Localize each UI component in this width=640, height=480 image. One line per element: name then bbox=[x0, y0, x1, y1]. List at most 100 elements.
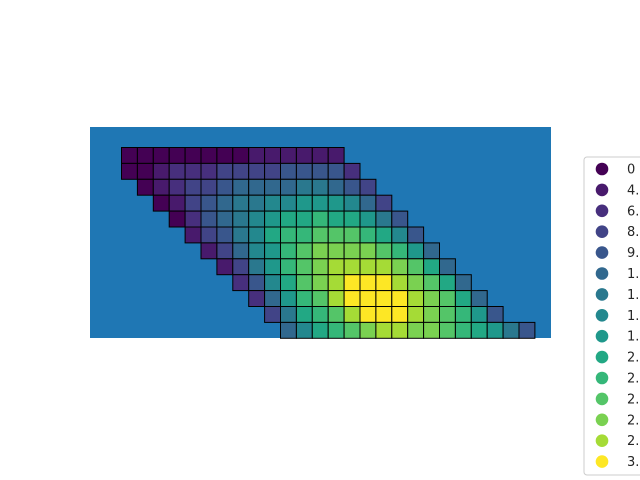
heatmap-cell bbox=[264, 306, 282, 323]
heatmap-cell bbox=[359, 178, 377, 196]
heatmap-cell bbox=[168, 162, 186, 180]
heatmap-cell bbox=[248, 274, 266, 292]
heatmap-cell bbox=[359, 210, 377, 228]
heatmap-cell bbox=[407, 321, 425, 339]
heatmap-cell bbox=[423, 290, 441, 308]
heatmap-cell bbox=[264, 274, 282, 292]
legend-items: 0 4. 6. 8. 9. 1. 1. 1. 1. 2. 2. 2. 2. 2. 3. bbox=[595, 163, 639, 470]
heatmap-cell bbox=[423, 306, 441, 323]
legend-label: 8. bbox=[627, 225, 639, 240]
legend-entry: 0 bbox=[595, 163, 635, 178]
heatmap-cell bbox=[136, 162, 154, 180]
heatmap-cell bbox=[375, 210, 393, 228]
heatmap-cell bbox=[423, 274, 441, 292]
heatmap-cell bbox=[295, 194, 313, 212]
heatmap-cell bbox=[280, 226, 297, 244]
heatmap-cell bbox=[486, 306, 504, 323]
legend-label: 2. bbox=[627, 351, 639, 366]
heatmap-cell bbox=[391, 290, 409, 308]
heatmap-cell bbox=[343, 194, 361, 212]
heatmap-cell bbox=[311, 274, 329, 292]
heatmap-cell bbox=[248, 242, 266, 260]
heatmap-cell bbox=[184, 162, 202, 180]
heatmap-cell bbox=[454, 274, 472, 292]
heatmap-cell bbox=[136, 178, 154, 196]
heatmap-cell bbox=[439, 274, 456, 292]
heatmap-cell bbox=[295, 274, 313, 292]
legend-marker bbox=[595, 455, 609, 468]
heatmap-cell bbox=[311, 306, 329, 323]
heatmap-cell bbox=[200, 178, 218, 196]
heatmap-cell bbox=[280, 178, 297, 196]
legend-label: 9. bbox=[627, 246, 639, 261]
heatmap-cell bbox=[232, 194, 250, 212]
heatmap-cell bbox=[502, 321, 520, 339]
heatmap-cell bbox=[407, 242, 425, 260]
heatmap-cell bbox=[327, 290, 345, 308]
legend-marker bbox=[595, 309, 609, 322]
legend-entry: 9. bbox=[595, 246, 639, 261]
heatmap-cell bbox=[295, 178, 313, 196]
heatmap-cell bbox=[295, 147, 313, 164]
heatmap-cell bbox=[343, 321, 361, 339]
legend-label: 1. bbox=[627, 309, 639, 324]
legend-label: 3. bbox=[627, 455, 639, 470]
heatmap-cell bbox=[280, 274, 297, 292]
heatmap-cell bbox=[359, 321, 377, 339]
heatmap-cell bbox=[232, 226, 250, 244]
legend-marker bbox=[595, 371, 609, 385]
legend-entry: 2. bbox=[595, 413, 639, 428]
heatmap-cell bbox=[200, 147, 218, 164]
heatmap-cell bbox=[168, 194, 186, 212]
legend-entry: 1. bbox=[595, 267, 639, 282]
legend-marker bbox=[595, 183, 609, 197]
heatmap-cell bbox=[232, 147, 250, 164]
heatmap-cell bbox=[280, 242, 297, 260]
legend-entry: 1. bbox=[595, 329, 639, 345]
heatmap-cell bbox=[423, 321, 441, 339]
heatmap-cell bbox=[327, 274, 345, 292]
legend-marker bbox=[595, 288, 609, 301]
heatmap-cell bbox=[200, 162, 218, 180]
heatmap-cell bbox=[407, 226, 425, 244]
heatmap-cell bbox=[439, 290, 456, 308]
heatmap-cell bbox=[407, 274, 425, 292]
heatmap-cell bbox=[168, 210, 186, 228]
heatmap-cell bbox=[391, 226, 409, 244]
heatmap-cell bbox=[311, 162, 329, 180]
heatmap-cell bbox=[375, 226, 393, 244]
heatmap-cell bbox=[184, 226, 202, 244]
heatmap-cell bbox=[295, 242, 313, 260]
heatmap-cell bbox=[311, 226, 329, 244]
heatmap-cell bbox=[216, 162, 234, 180]
legend-label: 1. bbox=[627, 267, 639, 282]
heatmap-cell bbox=[359, 194, 377, 212]
heatmap-cell bbox=[311, 290, 329, 308]
heatmap-cell bbox=[184, 210, 202, 228]
heatmap-cell bbox=[343, 162, 361, 180]
heatmap-cell bbox=[311, 242, 329, 260]
heatmap-cell bbox=[343, 178, 361, 196]
heatmap-cell bbox=[280, 290, 297, 308]
heatmap-cell bbox=[311, 178, 329, 196]
heatmap-cell bbox=[216, 194, 234, 212]
heatmap-cell bbox=[327, 178, 345, 196]
heatmap-cell bbox=[375, 306, 393, 323]
heatmap-cell bbox=[184, 178, 202, 196]
heatmap-cell bbox=[343, 306, 361, 323]
heatmap-cell bbox=[375, 274, 393, 292]
heatmap-cell bbox=[121, 162, 138, 180]
heatmap-cell bbox=[264, 242, 282, 260]
legend-marker bbox=[595, 246, 609, 259]
heatmap-cell bbox=[343, 210, 361, 228]
heatmap-cell bbox=[311, 194, 329, 212]
heatmap-cell bbox=[232, 178, 250, 196]
heatmap-cell bbox=[232, 258, 250, 276]
legend-marker bbox=[595, 329, 609, 343]
heatmap-cell bbox=[136, 147, 154, 164]
heatmap-cell bbox=[200, 194, 218, 212]
heatmap-cell bbox=[391, 321, 409, 339]
heatmap-cell bbox=[280, 258, 297, 276]
heatmap-cell bbox=[280, 162, 297, 180]
